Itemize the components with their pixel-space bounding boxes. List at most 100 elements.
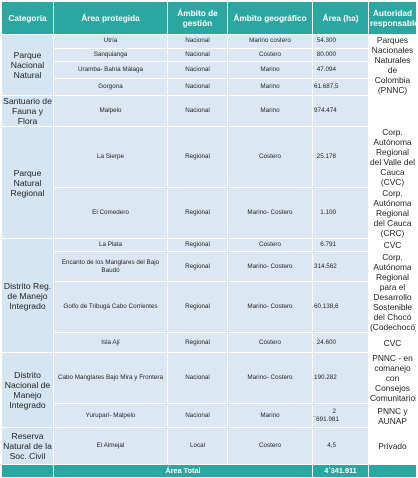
geo-cell: Costero [227, 427, 313, 465]
area-ha-cell: 1.100 [312, 187, 369, 239]
gestion-cell: Nacional [167, 403, 228, 428]
gestion-cell: Nacional [167, 95, 228, 127]
authority-cell: CVC [368, 238, 417, 252]
table-row: Santuario de Fauna y Flora Malpelo Nacio… [1, 95, 417, 127]
total-blank-cell [1, 464, 54, 478]
header-categoria: Categoría [1, 1, 54, 35]
table-row: Distrito Reg. de Manejo Integrado La Pla… [1, 238, 417, 353]
area-name-cell: Utría [53, 34, 168, 49]
authority-cell: Parques Nacionales Naturales de Colombia… [368, 34, 417, 96]
gestion-cell: Nacional [167, 47, 228, 63]
gestion-cell: Nacional [167, 352, 228, 404]
table-row: Parque Nacional Natural Utría Nacional M… [1, 34, 417, 96]
total-value: 4´341.911 [312, 464, 369, 478]
total-blank-cell [368, 464, 417, 478]
geo-cell: Marino [227, 403, 313, 428]
gestion-cell: Regional [167, 238, 228, 252]
header-area-protegida: Área protegida [53, 1, 168, 35]
table-row: Reserva Natural de la Soc. Civil El Alme… [1, 427, 417, 465]
area-name-cell: El Comedero [53, 187, 168, 239]
table-row: Distrito Nacional de Manejo Integrado Ca… [1, 352, 417, 428]
area-name-cell: Isla Ají [53, 332, 168, 353]
area-ha-cell: 47.094 [312, 61, 369, 80]
header-ambito-geografico: Ámbito geográfico [227, 1, 313, 35]
table-row: Uramba- Bahía Málaga Nacional Marino 47.… [2, 61, 417, 80]
gestion-cell: Nacional [167, 34, 228, 49]
geo-cell: Marino costero [227, 34, 313, 49]
area-name-cell: Malpelo [53, 95, 168, 127]
table-row: Golfo de Tribugá Cabo Corrientes Regiona… [2, 281, 417, 333]
table-row: Parque Natural Regional La Sierpe Region… [1, 126, 417, 239]
table-row: Yuruparí- Malpelo Nacional Marino 2´691.… [2, 403, 417, 428]
total-row: Área Total 4´341.911 [1, 464, 417, 478]
table-row: Isla Ají Regional Costero 24.600 CVC [2, 332, 417, 353]
authority-cell: PNNC - en comanejo con Consejos Comunita… [368, 352, 417, 404]
area-name-cell: El Almejal [53, 427, 168, 465]
geo-cell: Marino [227, 78, 313, 96]
gestion-cell: Nacional [167, 61, 228, 80]
geo-cell: Costero [227, 238, 313, 252]
area-ha-cell: 6.791 [312, 238, 369, 252]
authority-cell: CVC [368, 332, 417, 353]
area-ha-cell: 190.282 [312, 352, 369, 404]
authority-cell: Corp. Autónoma Regional del Valle del Ca… [368, 126, 417, 188]
area-name-cell: Golfo de Tribugá Cabo Corrientes [53, 281, 168, 333]
geo-cell: Marino- Costero [227, 352, 313, 404]
area-name-cell: Uramba- Bahía Málaga [53, 61, 168, 80]
area-ha-cell: 24.600 [312, 332, 369, 353]
authority-cell: PNNC y AUNAP [368, 403, 417, 428]
table-row: Gorgona Nacional Marino 61.687,5 [2, 78, 417, 96]
area-ha-cell: 2´691.981 [312, 403, 369, 428]
area-name-cell: Sanquianga [53, 47, 168, 63]
area-name-cell: Yuruparí- Malpelo [53, 403, 168, 428]
category-cell: Parque Nacional Natural [1, 34, 54, 96]
area-name-cell: Cabo Manglares Bajo Mira y Frontera [53, 352, 168, 404]
area-ha-cell: 974.474 [312, 95, 369, 127]
category-cell: Distrito Reg. de Manejo Integrado [1, 238, 54, 353]
geo-cell: Marino [227, 61, 313, 80]
gestion-cell: Regional [167, 187, 228, 239]
area-name-cell: Encanto de los Manglares del Bajo Baudó [53, 250, 168, 283]
geo-cell: Costero [227, 332, 313, 353]
authority-cell: Corp. Autónoma Regional para el Desarrol… [368, 251, 417, 333]
header-ambito-gestion: Ámbito de gestión [167, 1, 228, 35]
geo-cell: Marino [227, 95, 313, 127]
gestion-cell: Nacional [167, 78, 228, 96]
area-ha-cell: 4,5 [312, 427, 369, 465]
area-name-cell: La Sierpe [53, 126, 168, 188]
area-ha-cell: 25.178 [312, 126, 369, 188]
geo-cell: Costero [227, 126, 313, 188]
authority-cell-empty [368, 95, 417, 127]
table-row: El Comedero Regional Marino- Costero 1.1… [2, 187, 417, 239]
header-row: Categoría Área protegida Ámbito de gesti… [1, 1, 417, 35]
header-area-ha: Área (ha) [312, 1, 369, 35]
category-cell: Parque Natural Regional [1, 126, 54, 239]
authority-cell: Corp. Autónoma Regional del Cauca (CRC) [368, 187, 417, 239]
gestion-cell: Regional [167, 281, 228, 333]
category-cell: Santuario de Fauna y Flora [1, 95, 54, 127]
category-cell: Distrito Nacional de Manejo Integrado [1, 352, 54, 428]
authority-cell: Privado [368, 427, 417, 465]
geo-cell: Costero [227, 47, 313, 63]
area-name-cell: Gorgona [53, 78, 168, 96]
geo-cell: Marino- Costero [227, 187, 313, 239]
category-cell: Reserva Natural de la Soc. Civil [1, 427, 54, 465]
area-ha-cell: 61.687,5 [312, 78, 369, 96]
area-ha-cell: 60.138,6 [312, 281, 369, 333]
gestion-cell: Regional [167, 332, 228, 353]
area-name-cell: La Plata [53, 238, 168, 252]
gestion-cell: Regional [167, 250, 228, 283]
area-ha-cell: 54.300 [312, 34, 369, 49]
gestion-cell: Local [167, 427, 228, 465]
gestion-cell: Regional [167, 126, 228, 188]
total-label: Área Total [53, 464, 313, 478]
geo-cell: Marino- Costero [227, 250, 313, 283]
area-ha-cell: 314.562 [312, 250, 369, 283]
table-row: Sanquianga Nacional Costero 80.000 [2, 47, 417, 63]
area-ha-cell: 80.000 [312, 47, 369, 63]
geo-cell: Marino- Costero [227, 281, 313, 333]
table-row: Encanto de los Manglares del Bajo Baudó … [2, 250, 417, 333]
header-autoridad: Autoridad responsable [368, 1, 417, 35]
